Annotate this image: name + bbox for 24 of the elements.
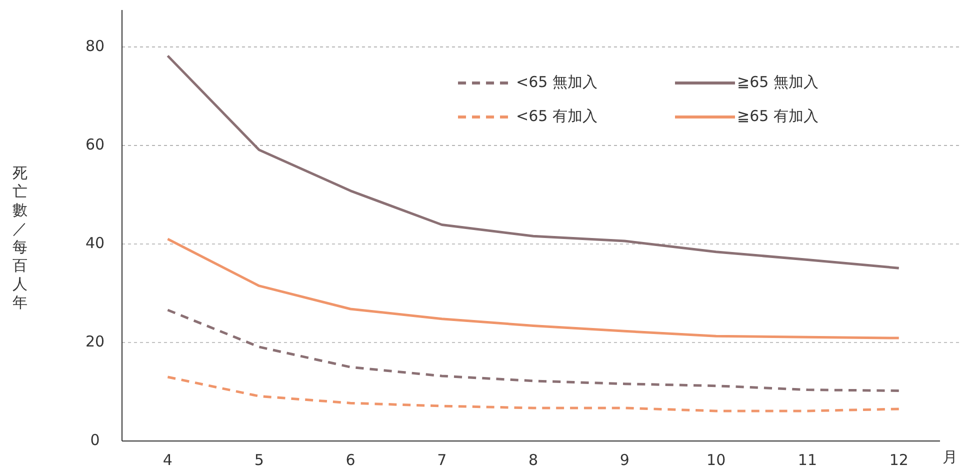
x-tick-label: 10 <box>706 451 726 470</box>
x-tick-label: 12 <box>889 451 908 470</box>
legend-label: <65 無加入 <box>516 73 598 92</box>
line-series <box>166 308 900 392</box>
legend-label: ≧65 無加入 <box>737 73 818 92</box>
x-axis-title: 月 <box>942 448 958 466</box>
x-tick-label: 11 <box>798 451 818 470</box>
x-tick-label: 6 <box>346 451 356 470</box>
x-tick-label: 7 <box>437 451 447 470</box>
y-tick-label: 80 <box>85 37 105 56</box>
y-tick-label: 0 <box>90 431 100 450</box>
y-tick-label: 20 <box>85 332 105 351</box>
line-series <box>166 238 900 340</box>
x-tick-label: 4 <box>162 451 172 470</box>
x-tick-label: 9 <box>620 451 630 470</box>
line-series <box>166 54 900 270</box>
legend-label: ≧65 有加入 <box>737 107 818 126</box>
x-tick-label: 8 <box>528 451 538 470</box>
line-series <box>166 376 900 412</box>
y-tick-label: 60 <box>85 136 105 154</box>
y-axis-title: 死亡數／每百人年 <box>12 164 28 312</box>
y-tick-label: 40 <box>85 234 105 252</box>
x-tick-label: 5 <box>254 451 264 470</box>
legend-label: <65 有加入 <box>516 107 598 126</box>
